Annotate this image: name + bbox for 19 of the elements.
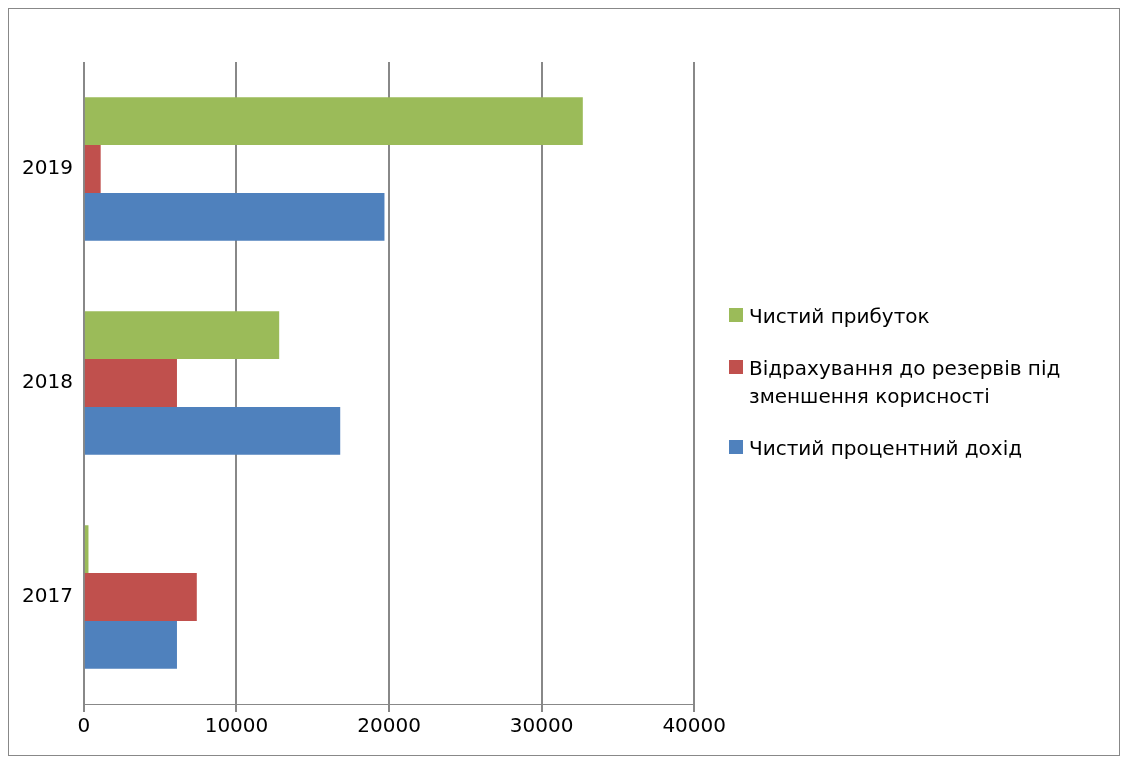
legend-label: Чистий процентний дохід	[749, 435, 1023, 462]
x-tick-label: 30000	[509, 713, 574, 738]
bar	[84, 97, 583, 146]
bar	[84, 359, 177, 407]
bar	[84, 192, 385, 241]
bar	[84, 406, 341, 455]
y-tick-label: 2018	[21, 369, 73, 394]
bar	[84, 311, 280, 360]
legend-label: Відрахування до резервів під зменшення корисності	[749, 355, 1062, 410]
x-tick-label: 0	[77, 713, 91, 738]
y-tick-label: 2019	[21, 155, 73, 180]
legend-label: Чистий прибуток	[749, 303, 930, 330]
bar	[84, 145, 101, 193]
bar	[84, 620, 177, 669]
x-tick-label: 20000	[357, 713, 421, 738]
x-tick-label: 40000	[662, 713, 726, 738]
bar	[84, 573, 197, 621]
x-tick-label: 10000	[204, 713, 269, 738]
y-tick-label: 2017	[21, 583, 73, 608]
